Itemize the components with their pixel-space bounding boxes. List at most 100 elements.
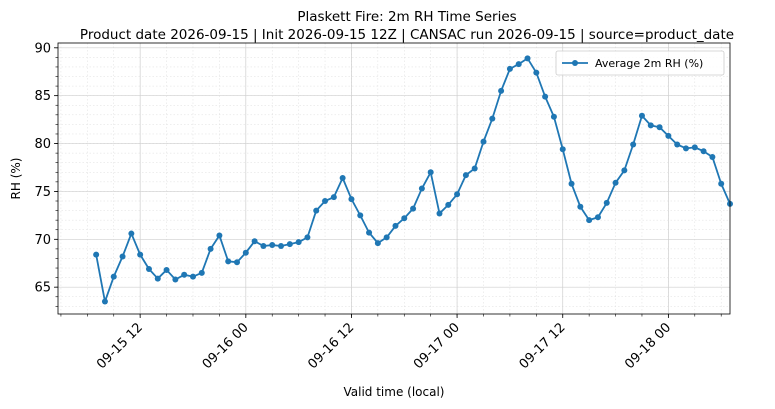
data-point [577,203,584,210]
data-point [128,230,135,237]
data-point [674,141,681,148]
data-point [718,180,725,187]
data-point [515,61,522,68]
data-point [348,196,355,203]
data-point [357,212,364,219]
data-point [198,269,205,276]
legend-entry-average-2m-rh: Average 2m RH (%) [595,57,703,70]
data-point [445,201,452,208]
data-point [304,234,311,241]
data-point [137,251,144,258]
x-tick-label: 09-18 00 [622,320,674,372]
data-point [295,239,302,246]
minor-gridlines [58,43,730,314]
data-point [506,65,513,72]
series-line [95,57,731,303]
legend: Average 2m RH (%) [555,50,725,76]
data-point [436,210,443,217]
chart-subtitle: Product date 2026-09-15 | Init 2026-09-1… [80,27,734,43]
x-axis: 09-15 12 09-16 00 09-16 12 09-17 00 09-17 12… [60,314,722,372]
data-point [374,240,381,247]
data-point [339,175,346,182]
data-point [154,275,161,282]
x-axis-label: Valid time (local) [344,385,445,399]
data-point [93,251,100,258]
data-point [269,242,276,249]
data-point [568,180,575,187]
y-tick-label: 75 [34,185,51,200]
data-point [462,172,469,179]
data-point [242,249,249,256]
x-tick-label: 09-16 12 [305,320,357,372]
data-point [383,234,390,241]
y-tick-label: 65 [34,281,51,296]
data-point [665,132,672,139]
data-point [471,165,478,172]
data-point [313,207,320,214]
data-point [251,238,258,245]
x-tick-label: 09-15 12 [94,320,146,372]
data-point [172,276,179,283]
data-point [427,169,434,176]
data-point [330,194,337,201]
y-tick-label: 90 [34,41,51,56]
data-point [418,185,425,192]
data-point [550,113,557,120]
legend-marker-swatch [572,60,578,66]
series-average-2m-rh [93,55,733,305]
data-point [119,253,126,260]
data-point [322,198,329,205]
data-point [700,148,707,155]
data-point [559,146,566,153]
data-point [454,191,461,198]
data-point [110,273,117,280]
data-point [691,144,698,151]
data-point [286,241,293,248]
data-point [401,215,408,222]
data-point [480,138,487,145]
data-point [647,122,654,129]
major-gridlines [58,43,730,314]
data-point [612,179,619,186]
plot-frame [57,42,731,315]
data-point [207,245,214,252]
data-point [638,112,645,119]
data-point [524,55,531,62]
y-axis: 65 70 75 80 85 90 [34,41,58,307]
data-point [489,115,496,122]
data-point [630,141,637,148]
data-point [181,271,188,278]
data-point [163,266,170,273]
data-point [621,167,628,174]
data-point [278,243,285,250]
y-tick-label: 70 [34,233,51,248]
data-point [145,265,152,272]
data-point [234,259,241,266]
data-point [594,214,601,221]
legend-box [555,50,725,76]
data-point [216,232,223,239]
data-point [189,273,196,280]
chart-title: Plaskett Fire: 2m RH Time Series [297,9,516,25]
x-tick-label: 09-16 00 [200,320,252,372]
x-tick-label: 09-17 00 [411,320,463,372]
x-tick-label: 09-17 12 [517,320,569,372]
data-point [498,87,505,94]
data-point [709,153,716,160]
data-point [533,69,540,76]
data-point [410,205,417,212]
y-tick-label: 80 [34,137,51,152]
y-tick-label: 85 [34,89,51,104]
data-point [225,258,232,265]
data-point [603,199,610,206]
data-point [260,243,267,250]
data-point [366,229,373,236]
y-axis-label: RH (%) [9,158,23,200]
data-point [392,222,399,229]
data-point [101,298,108,305]
data-point [682,145,689,152]
data-point [542,93,549,100]
data-point [586,217,593,224]
data-point [656,124,663,131]
